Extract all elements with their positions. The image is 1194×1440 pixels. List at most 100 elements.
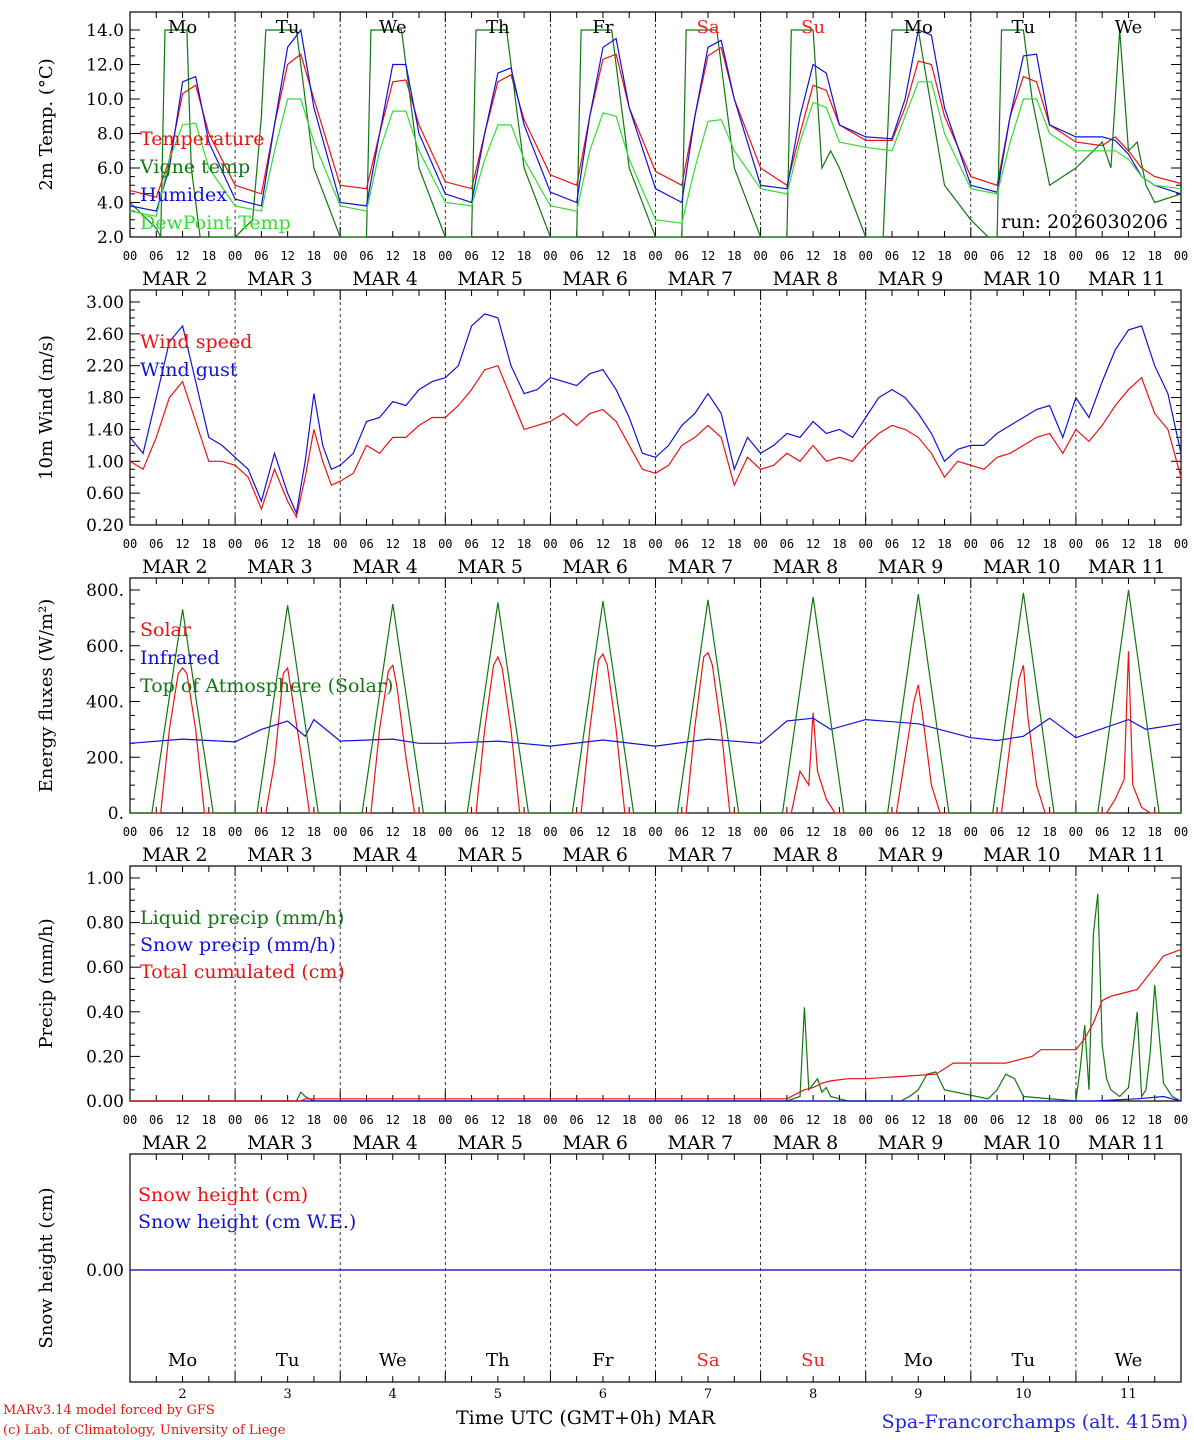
hour-tick-label: 18 <box>202 249 216 263</box>
hour-tick-label: 06 <box>359 249 373 263</box>
hour-tick-label: 12 <box>386 825 400 839</box>
hour-tick-label: 18 <box>1042 249 1056 263</box>
legend-entry: Humidex <box>140 184 227 206</box>
hour-tick-label: 12 <box>806 537 820 551</box>
hour-tick-label: 18 <box>832 825 846 839</box>
y-axis-label: Snow height (cm) <box>36 1187 57 1348</box>
hour-tick-label: 12 <box>386 537 400 551</box>
day-number-label: 9 <box>914 1387 922 1402</box>
date-label: MAR 2 <box>142 844 208 866</box>
y-tick-label: 1.00 <box>86 452 124 472</box>
hour-tick-label: 00 <box>964 1113 978 1127</box>
hour-tick-label: 12 <box>701 249 715 263</box>
hour-tick-label: 00 <box>858 537 872 551</box>
legend-entry: Snow precip (mm/h) <box>140 934 336 956</box>
hour-tick-label: 06 <box>254 249 268 263</box>
hour-tick-label: 00 <box>753 1113 767 1127</box>
hour-tick-label: 06 <box>359 825 373 839</box>
hour-tick-label: 12 <box>1121 537 1135 551</box>
hour-tick-label: 12 <box>1016 249 1030 263</box>
hour-tick-label: 00 <box>753 249 767 263</box>
hour-tick-label: 06 <box>569 249 583 263</box>
date-label: MAR 2 <box>142 556 208 578</box>
date-label: MAR 4 <box>352 556 418 578</box>
legend-entry: Infrared <box>140 647 220 669</box>
hour-tick-label: 00 <box>228 1113 242 1127</box>
date-label: MAR 3 <box>247 268 313 290</box>
hour-tick-label: 00 <box>438 537 452 551</box>
station-title: Spa-Francorchamps (alt. 415m) <box>882 1411 1188 1433</box>
y-tick-label: 0.20 <box>86 516 124 536</box>
y-tick-label: 12.0 <box>86 56 124 76</box>
date-label: MAR 4 <box>352 844 418 866</box>
dow-label-bottom: Sa <box>697 1350 720 1371</box>
series-line <box>130 948 1182 1102</box>
hour-tick-label: 06 <box>1095 537 1109 551</box>
dow-label-bottom: Th <box>486 1350 510 1371</box>
date-label: MAR 7 <box>668 844 734 866</box>
hour-tick-label: 00 <box>543 1113 557 1127</box>
hour-tick-label: 18 <box>202 1113 216 1127</box>
hour-tick-label: 06 <box>149 1113 163 1127</box>
hour-tick-label: 00 <box>1174 1113 1188 1127</box>
hour-tick-label: 00 <box>123 825 137 839</box>
dow-label: We <box>1115 17 1143 38</box>
dow-label: Sa <box>697 17 720 38</box>
hour-tick-label: 06 <box>675 537 689 551</box>
date-label: MAR 7 <box>668 556 734 578</box>
date-label: MAR 7 <box>668 1132 734 1154</box>
dow-label: Mo <box>904 17 933 38</box>
hour-tick-label: 06 <box>569 1113 583 1127</box>
y-tick-label: 0.20 <box>86 1047 124 1067</box>
hour-tick-label: 06 <box>359 1113 373 1127</box>
hour-tick-label: 18 <box>1147 825 1161 839</box>
hour-tick-label: 12 <box>1121 1113 1135 1127</box>
hour-tick-label: 06 <box>675 249 689 263</box>
hour-tick-label: 18 <box>937 249 951 263</box>
hour-tick-label: 18 <box>832 537 846 551</box>
hour-tick-label: 18 <box>1042 825 1056 839</box>
hour-tick-label: 06 <box>149 537 163 551</box>
dow-label-bottom: Tu <box>276 1350 300 1371</box>
hour-tick-label: 00 <box>858 249 872 263</box>
date-label: MAR 6 <box>562 556 628 578</box>
hour-tick-label: 18 <box>622 825 636 839</box>
hour-tick-label: 12 <box>701 825 715 839</box>
hour-tick-label: 06 <box>780 1113 794 1127</box>
date-label: MAR 10 <box>983 1132 1061 1154</box>
dow-label-bottom: Mo <box>904 1350 933 1371</box>
hour-tick-label: 00 <box>753 825 767 839</box>
hour-tick-label: 12 <box>911 1113 925 1127</box>
y-axis-label: 2m Temp. (°C) <box>36 58 57 190</box>
hour-tick-label: 18 <box>622 1113 636 1127</box>
hour-tick-label: 12 <box>911 537 925 551</box>
hour-tick-label: 06 <box>990 537 1004 551</box>
date-label: MAR 9 <box>878 268 944 290</box>
hour-tick-label: 12 <box>806 1113 820 1127</box>
hour-tick-label: 06 <box>464 1113 478 1127</box>
hour-tick-label: 12 <box>1016 825 1030 839</box>
series-line <box>130 893 1182 1102</box>
dow-label-bottom: Tu <box>1012 1350 1036 1371</box>
hour-tick-label: 12 <box>491 537 505 551</box>
date-label: MAR 7 <box>668 268 734 290</box>
hour-tick-label: 18 <box>1147 249 1161 263</box>
day-number-label: 10 <box>1015 1387 1032 1402</box>
hour-tick-label: 12 <box>596 825 610 839</box>
series-line <box>129 29 1182 238</box>
date-label: MAR 10 <box>983 268 1061 290</box>
y-tick-label: 200. <box>86 748 124 768</box>
hour-tick-label: 06 <box>1095 825 1109 839</box>
hour-tick-label: 12 <box>1016 1113 1030 1127</box>
date-label: MAR 2 <box>142 268 208 290</box>
y-tick-label: 1.80 <box>86 389 124 409</box>
y-tick-label: 400. <box>86 693 124 713</box>
hour-tick-label: 00 <box>1069 249 1083 263</box>
legend-entry: Snow height (cm) <box>138 1184 308 1206</box>
day-number-label: 8 <box>809 1387 817 1402</box>
hour-tick-label: 12 <box>701 1113 715 1127</box>
hour-tick-label: 06 <box>569 825 583 839</box>
dow-label-bottom: Fr <box>592 1350 613 1371</box>
hour-tick-label: 00 <box>438 1113 452 1127</box>
date-label: MAR 5 <box>457 1132 523 1154</box>
